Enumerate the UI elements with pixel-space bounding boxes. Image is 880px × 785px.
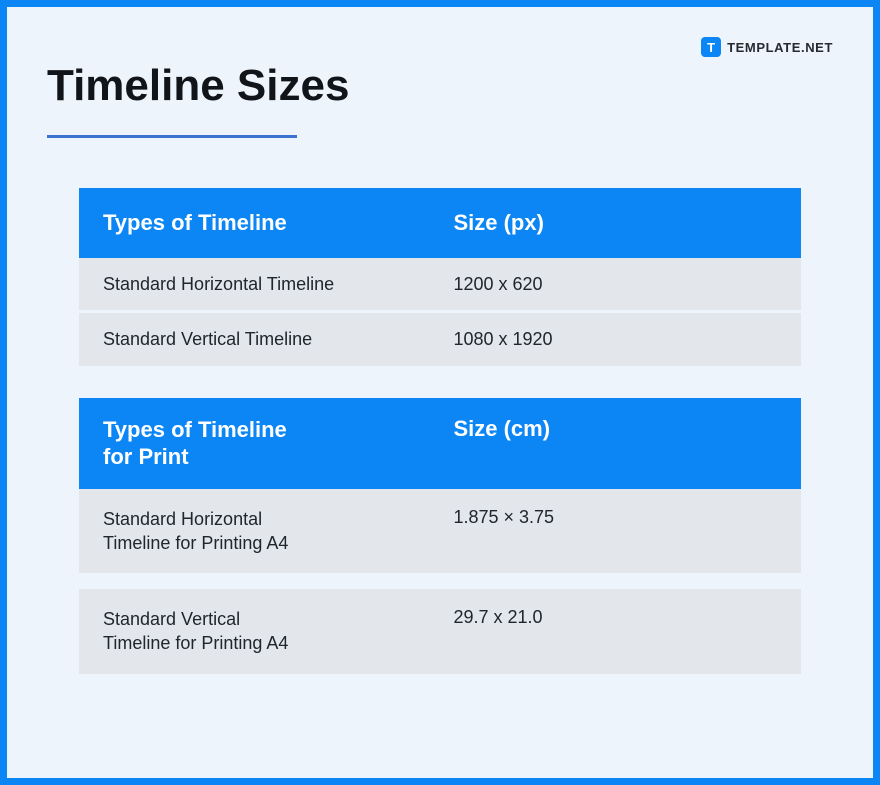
row-label: Standard Horizontal Timeline for Printin… [103, 507, 453, 556]
document-frame: T TEMPLATE.NET Timeline Sizes Types of T… [0, 0, 880, 785]
brand-text: TEMPLATE.NET [727, 40, 833, 55]
table-header: Types of Timeline Size (px) [79, 188, 801, 258]
top-bar: T TEMPLATE.NET [47, 37, 833, 57]
table-row: Standard Horizontal Timeline 1200 x 620 [79, 258, 801, 310]
title-underline [47, 135, 297, 138]
row-value: 1200 x 620 [453, 274, 777, 295]
table-print-sizes: Types of Timeline for Print Size (cm) St… [79, 398, 801, 674]
table-row: Standard Horizontal Timeline for Printin… [79, 489, 801, 574]
header-line: Types of Timeline [103, 416, 441, 444]
header-types: Types of Timeline [103, 210, 453, 236]
row-label: Standard Vertical Timeline [103, 327, 453, 351]
header-types-print: Types of Timeline for Print [103, 416, 453, 471]
table-row: Standard Vertical Timeline 1080 x 1920 [79, 313, 801, 365]
tables-container: Types of Timeline Size (px) Standard Hor… [47, 188, 833, 674]
row-label-line: Timeline for Printing A4 [103, 531, 441, 555]
table-row: Standard Vertical Timeline for Printing … [79, 589, 801, 674]
brand-icon: T [701, 37, 721, 57]
table-pixel-sizes: Types of Timeline Size (px) Standard Hor… [79, 188, 801, 366]
row-label-line: Timeline for Printing A4 [103, 631, 441, 655]
brand-logo: T TEMPLATE.NET [701, 37, 833, 57]
row-label-line: Standard Vertical [103, 607, 441, 631]
header-line: for Print [103, 443, 441, 471]
header-size-px: Size (px) [453, 210, 777, 236]
header-size-cm: Size (cm) [453, 416, 777, 471]
row-label: Standard Horizontal Timeline [103, 272, 453, 296]
row-value: 1080 x 1920 [453, 329, 777, 350]
page-title: Timeline Sizes [47, 61, 833, 111]
row-value: 1.875 × 3.75 [453, 507, 777, 528]
row-label-line: Standard Horizontal [103, 507, 441, 531]
row-value: 29.7 x 21.0 [453, 607, 777, 628]
table-header: Types of Timeline for Print Size (cm) [79, 398, 801, 489]
row-label: Standard Vertical Timeline for Printing … [103, 607, 453, 656]
